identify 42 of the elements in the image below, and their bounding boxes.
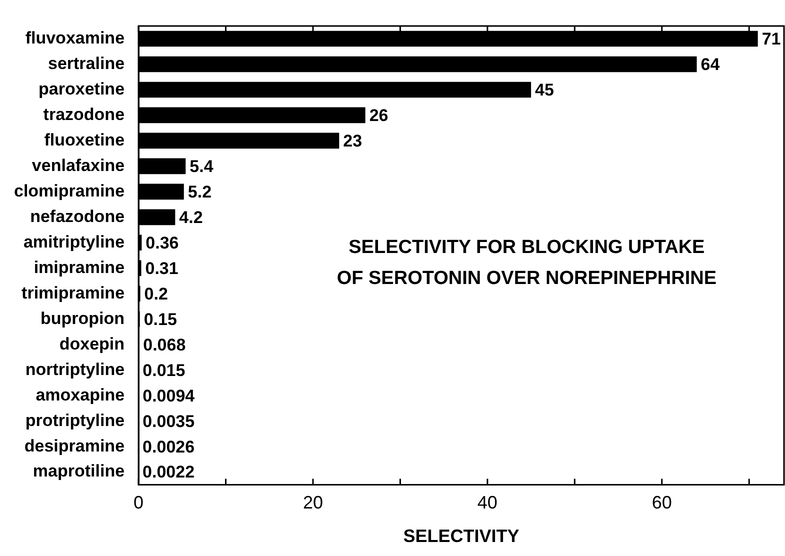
- data-label: 4.2: [179, 208, 203, 227]
- y-tick-label: venlafaxine: [32, 156, 125, 175]
- x-tick-label: 20: [302, 492, 323, 513]
- y-tick-label: imipramine: [34, 258, 125, 277]
- y-tick-label: nortriptyline: [25, 360, 125, 379]
- data-label: 0.15: [144, 310, 177, 329]
- data-label: 23: [343, 131, 362, 150]
- y-tick-label: paroxetine: [38, 79, 125, 98]
- y-tick-label: bupropion: [40, 308, 125, 328]
- y-tick-label: sertraline: [48, 54, 125, 73]
- data-label: 0.36: [146, 233, 179, 252]
- text: SELECTIVITY FOR BLOCKING UPTAKE OF SEROTONIN OVER NOREPINEPHRINE: [336, 237, 717, 290]
- data-label: 0.31: [145, 258, 178, 278]
- data-label: 71: [762, 29, 781, 48]
- y-tick-label: clomipramine: [14, 181, 125, 200]
- y-tick-label: amoxapine: [36, 385, 125, 404]
- data-label: 45: [535, 80, 554, 100]
- y-tick-label: doxepin: [59, 334, 125, 354]
- data-label: 0.0022: [142, 462, 195, 482]
- x-tick-label: 40: [477, 492, 498, 513]
- data-label: 26: [369, 106, 388, 125]
- y-tick-label: fluvoxamine: [25, 28, 125, 48]
- x-axis-title: SELECTIVITY: [403, 526, 520, 546]
- x-tick-label: 0: [134, 492, 144, 513]
- y-tick-label: nefazodone: [30, 206, 125, 226]
- data-label: 0.2: [144, 284, 168, 304]
- data-label: 5.4: [190, 156, 214, 176]
- y-tick-label: protriptyline: [25, 410, 125, 430]
- y-tick-label: maprotiline: [32, 462, 125, 481]
- data-label: 0.015: [142, 360, 186, 380]
- y-tick-label: trazodone: [43, 104, 125, 124]
- y-tick-label: fluoxetine: [44, 130, 125, 150]
- data-label: 0.068: [143, 335, 186, 354]
- y-tick-label: trimipramine: [22, 283, 125, 302]
- y-tick-label: amitriptyline: [23, 232, 125, 252]
- x-tick-label: 60: [652, 492, 672, 513]
- data-label: 0.0026: [142, 437, 195, 456]
- data-label: 0.0094: [142, 386, 196, 406]
- y-tick-label: desipramine: [24, 436, 125, 456]
- data-label: 0.0035: [142, 412, 195, 431]
- data-label: 64: [700, 54, 720, 74]
- data-label: 5.2: [188, 182, 212, 202]
